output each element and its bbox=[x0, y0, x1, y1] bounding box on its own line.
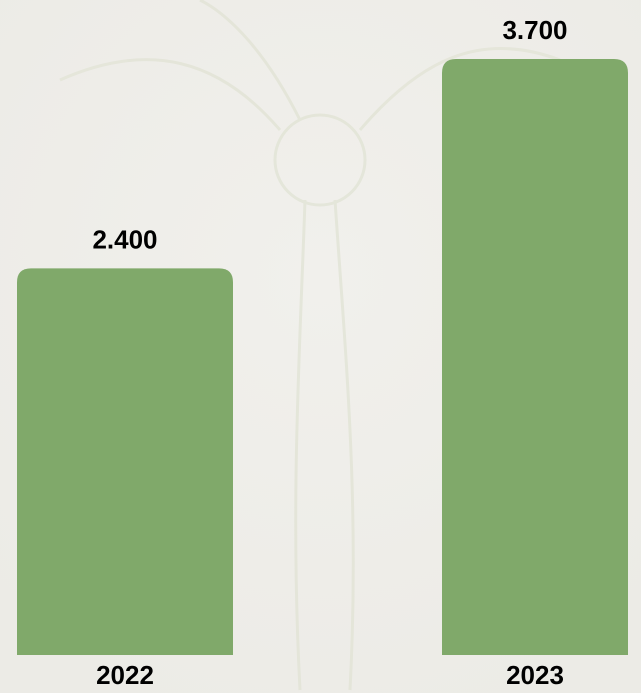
bar bbox=[442, 59, 628, 655]
bar bbox=[17, 268, 233, 655]
background-decoration bbox=[59, 0, 561, 691]
value-label: 3.700 bbox=[502, 15, 567, 45]
x-tick-label: 2023 bbox=[506, 660, 564, 690]
plot-area: 2.400 2022 3.700 2023 bbox=[17, 15, 628, 690]
x-tick-label: 2022 bbox=[96, 660, 154, 690]
value-label: 2.400 bbox=[92, 224, 157, 254]
